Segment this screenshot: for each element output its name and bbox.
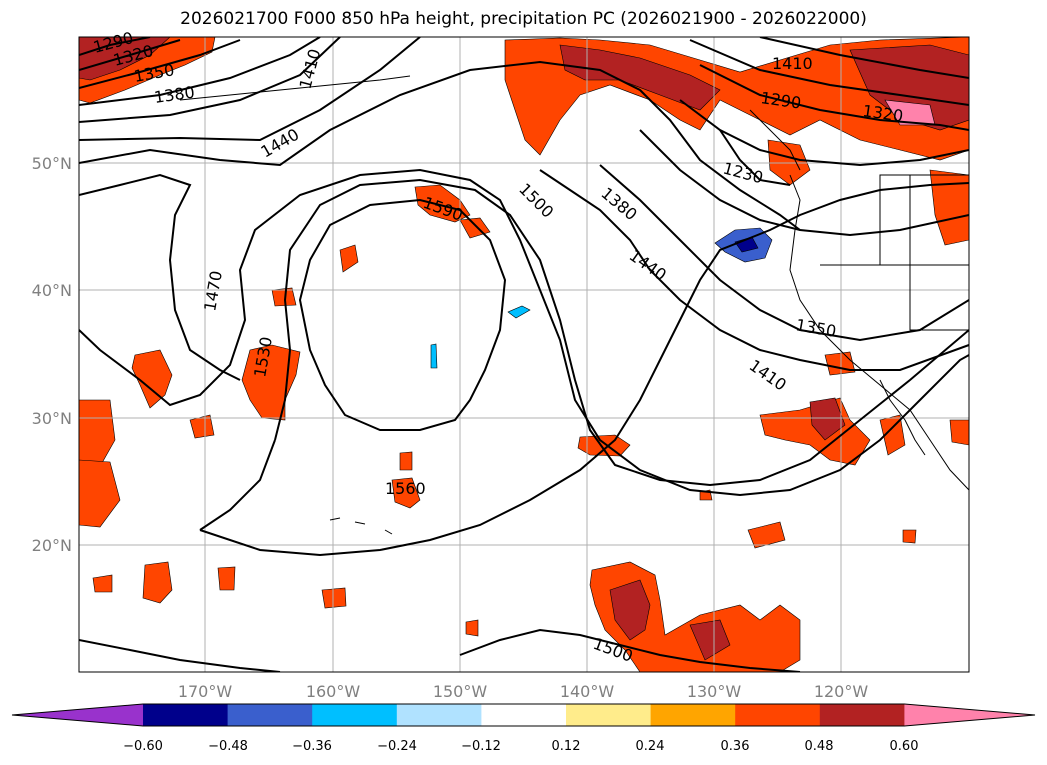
colorbar-segment	[396, 704, 482, 726]
lat-label: 40°N	[32, 281, 72, 300]
lon-label: 170°W	[178, 682, 233, 701]
colorbar-tick-label: 0.12	[552, 739, 581, 754]
map-title: 2026021700 F000 850 hPa height, precipit…	[180, 9, 867, 29]
colorbar-extend-min	[12, 704, 143, 726]
colorbar-tick-labels: −0.60 −0.48 −0.36 −0.24 −0.12 0.12 0.24 …	[123, 739, 918, 754]
colorbar-tick-label: −0.48	[208, 739, 248, 754]
colorbar-segment	[650, 704, 736, 726]
colorbar-tick-label: 0.60	[890, 739, 919, 754]
lon-label: 130°W	[687, 682, 742, 701]
colorbar-tick-label: 0.24	[636, 739, 665, 754]
colorbar-tick-label: −0.60	[123, 739, 163, 754]
longitude-labels: 170°W 160°W 150°W 140°W 130°W 120°W	[178, 682, 869, 701]
colorbar-tick-label: 0.36	[721, 739, 750, 754]
colorbar-tick-label: −0.24	[377, 739, 417, 754]
map-panel	[79, 37, 969, 672]
colorbar-segment	[819, 704, 905, 726]
colorbar-outline	[11, 703, 1036, 727]
colorbar-tick-label: −0.36	[292, 739, 332, 754]
colorbar-segment	[143, 704, 229, 726]
graticule	[79, 37, 969, 672]
colorbar-segment	[312, 704, 398, 726]
colorbar	[11, 703, 1036, 727]
lat-label: 50°N	[32, 154, 72, 173]
height-contours	[79, 37, 969, 672]
colorbar-tick-label: −0.12	[461, 739, 501, 754]
lat-label: 30°N	[32, 409, 72, 428]
contour-label: 1410	[772, 54, 813, 73]
lon-label: 140°W	[560, 682, 615, 701]
coastlines	[179, 75, 969, 535]
lon-label: 160°W	[306, 682, 361, 701]
contour-label: 1560	[385, 479, 426, 498]
precip-negative-shading	[430, 227, 773, 369]
colorbar-segment	[227, 704, 313, 726]
colorbar-tick-label: 0.48	[805, 739, 834, 754]
colorbar-segment	[566, 704, 652, 726]
colorbar-segment	[481, 704, 567, 726]
lon-label: 150°W	[433, 682, 488, 701]
latitude-labels: 50°N 40°N 30°N 20°N	[32, 154, 72, 555]
map-frame	[78, 36, 970, 673]
colorbar-extend-max	[904, 704, 1035, 726]
lat-label: 20°N	[32, 536, 72, 555]
colorbar-segment	[735, 704, 821, 726]
lon-label: 120°W	[814, 682, 869, 701]
